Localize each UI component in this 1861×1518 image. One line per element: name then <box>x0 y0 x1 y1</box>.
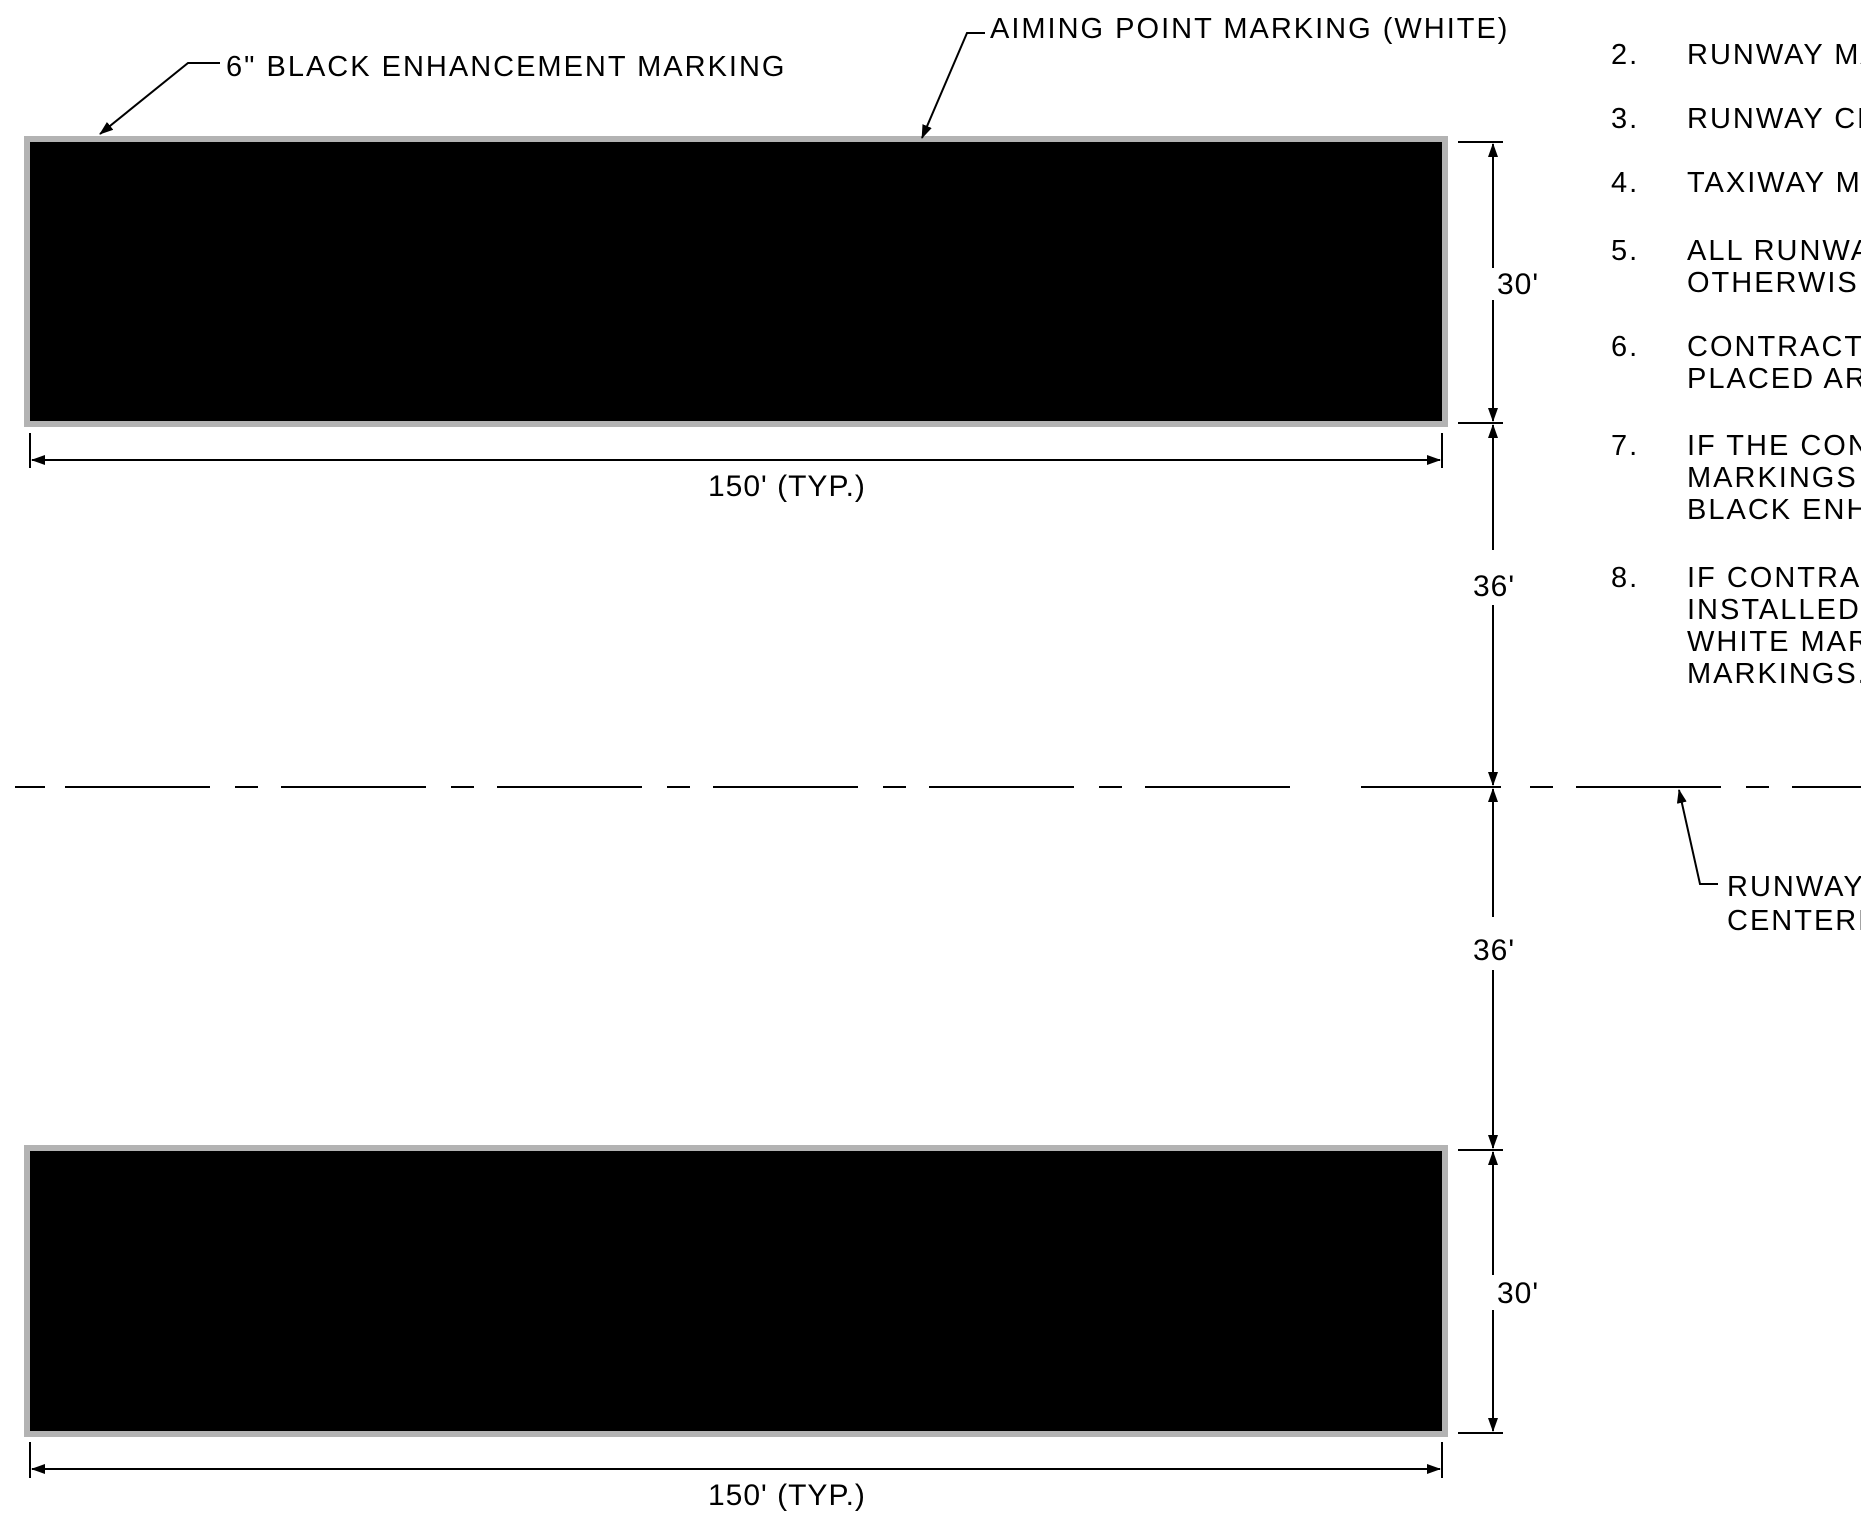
note-text: PLACED AROU <box>1687 363 1861 395</box>
note-text: ALL RUNWAY <box>1687 235 1861 267</box>
note-text: OTHERWISE N <box>1687 267 1861 299</box>
note-text: WHITE MARKIN <box>1687 626 1861 658</box>
note-text: RUNWAY CHE <box>1687 103 1861 135</box>
note-text: CONTRACTOR <box>1687 331 1861 363</box>
note-number: 6. <box>1611 331 1639 363</box>
note-text: RUNWAY MAR <box>1687 39 1861 71</box>
note-text: IF THE CONT <box>1687 430 1861 462</box>
width-dimension-top <box>29 433 1443 468</box>
offset-dimension-upper-label: 36' <box>1473 570 1515 603</box>
aiming-point-marking-bottom <box>24 1145 1448 1437</box>
width-dimension-top-label: 150' (TYP.) <box>708 470 866 503</box>
note-number: 7. <box>1611 430 1639 462</box>
length-dimension-bottom-label: 30' <box>1497 1277 1539 1310</box>
black-enhancement-leader <box>99 62 220 135</box>
note-number: 8. <box>1611 562 1639 594</box>
runway-centerline-label-line1: RUNWAY <box>1727 871 1861 903</box>
runway-centerline-label-line2: CENTERLIN <box>1727 905 1861 937</box>
note-text: IF CONTRACTO <box>1687 562 1861 594</box>
offset-dimension-lower-label: 36' <box>1473 934 1515 967</box>
note-text: INSTALLED, C <box>1687 594 1861 626</box>
aiming-point-marking-top <box>24 136 1448 427</box>
black-enhancement-label: 6" BLACK ENHANCEMENT MARKING <box>226 51 786 83</box>
width-dimension-bottom-label: 150' (TYP.) <box>708 1479 866 1512</box>
note-text: TAXIWAY MAR <box>1687 167 1861 199</box>
aiming-point-label: AIMING POINT MARKING (WHITE) <box>990 13 1509 45</box>
note-number: 3. <box>1611 103 1639 135</box>
note-number: 5. <box>1611 235 1639 267</box>
note-number: 2. <box>1611 39 1639 71</box>
width-dimension-bottom <box>29 1442 1443 1478</box>
note-number: 4. <box>1611 167 1639 199</box>
note-text: BLACK ENHAN <box>1687 494 1861 526</box>
note-text: MARKINGS. <box>1687 658 1861 690</box>
length-dimension-top-label: 30' <box>1497 268 1539 301</box>
vertical-dimension-chain <box>1458 141 1503 1434</box>
aiming-point-leader <box>921 32 985 139</box>
runway-centerline-leader <box>1676 789 1718 885</box>
general-notes: 2. RUNWAY MAR 3. RUNWAY CHE 4. TAXIWAY MAR 5. A… <box>1611 39 1861 690</box>
note-text: MARKINGS IN <box>1687 462 1861 494</box>
